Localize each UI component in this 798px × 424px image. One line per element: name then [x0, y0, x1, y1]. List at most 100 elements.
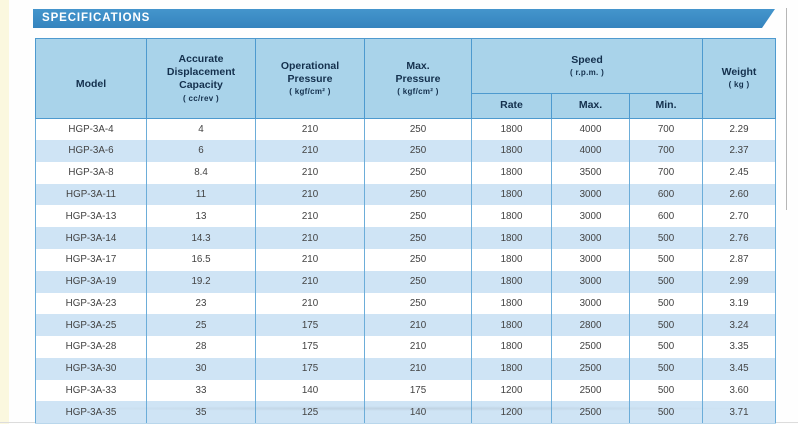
cell-op-pressure: 210	[255, 161, 365, 184]
cell-max: 3000	[551, 205, 630, 228]
column-header-operational-pressure: Operational Pressure ( kgf/cm² )	[255, 38, 365, 119]
table-row: HGP-3A-17 16.5 210 250 1800 3000 500 2.87	[35, 248, 777, 271]
cell-capacity: 14.3	[146, 227, 256, 249]
cell-max: 3000	[551, 227, 630, 249]
cell-max: 3000	[551, 270, 630, 293]
cell-weight: 3.19	[702, 292, 777, 315]
cell-max: 2500	[551, 401, 630, 424]
cell-max-pressure: 250	[364, 183, 472, 206]
cell-min: 500	[628, 292, 704, 315]
cell-min: 500	[628, 314, 704, 337]
cell-max-pressure: 250	[364, 292, 472, 315]
cell-min: 500	[628, 248, 704, 271]
column-header-speed-rate: Rate	[471, 92, 552, 119]
column-header-weight: Weight ( kg )	[702, 38, 777, 119]
cell-max-pressure: 210	[364, 314, 472, 337]
table-body: HGP-3A-4 4 210 250 1800 4000 700 2.29 HGP-3A-6 6 2…	[35, 118, 777, 424]
section-title: SPECIFICATIONS	[42, 12, 151, 24]
cell-weight: 2.45	[702, 161, 777, 184]
cell-model: HGP-3A-25	[35, 314, 147, 337]
cell-max: 3500	[551, 161, 630, 184]
max-pressure-unit: ( kgf/cm² )	[397, 86, 439, 96]
cell-max-pressure: 250	[364, 139, 472, 162]
cell-model: HGP-3A-30	[35, 357, 147, 380]
cell-min: 500	[628, 401, 704, 424]
table-row: HGP-3A-35 35 125 140 1200 2500 500 3.71	[35, 401, 777, 424]
cell-max: 3000	[551, 248, 630, 271]
cell-rate: 1200	[471, 401, 552, 424]
cell-min: 500	[628, 357, 704, 380]
cell-weight: 3.60	[702, 379, 777, 402]
capacity-unit: ( cc/rev )	[183, 93, 219, 103]
cell-rate: 1800	[471, 270, 552, 293]
cell-rate: 1800	[471, 314, 552, 337]
cell-op-pressure: 140	[255, 379, 365, 402]
table-row: HGP-3A-13 13 210 250 1800 3000 600 2.70	[35, 205, 777, 228]
cell-max: 4000	[551, 118, 630, 140]
cell-weight: 2.37	[702, 139, 777, 162]
cell-op-pressure: 125	[255, 401, 365, 424]
table-row: HGP-3A-4 4 210 250 1800 4000 700 2.29	[35, 118, 777, 140]
page-scan-line	[786, 8, 787, 210]
table-row: HGP-3A-11 11 210 250 1800 3000 600 2.60	[35, 183, 777, 206]
cell-max-pressure: 210	[364, 336, 472, 358]
cell-min: 700	[628, 161, 704, 184]
cell-weight: 2.76	[702, 227, 777, 249]
specifications-table: Model Accurate Displacement Capacity ( c…	[35, 38, 777, 424]
cell-rate: 1800	[471, 161, 552, 184]
cell-op-pressure: 210	[255, 118, 365, 140]
cell-capacity: 25	[146, 314, 256, 337]
cell-max: 2500	[551, 379, 630, 402]
cell-max-pressure: 250	[364, 227, 472, 249]
column-header-speed: Speed ( r.p.m. )	[470, 38, 704, 94]
cell-max: 2500	[551, 336, 630, 358]
cell-rate: 1800	[471, 357, 552, 380]
cell-capacity: 19.2	[146, 270, 256, 293]
cell-op-pressure: 210	[255, 183, 365, 206]
cell-max-pressure: 175	[364, 379, 472, 402]
cell-model: HGP-3A-11	[35, 183, 147, 206]
cell-model: HGP-3A-4	[35, 118, 147, 140]
column-header-speed-max: Max.	[551, 92, 630, 119]
cell-capacity: 11	[146, 183, 256, 206]
cell-max: 2800	[551, 314, 630, 337]
table-row: HGP-3A-28 28 175 210 1800 2500 500 3.35	[35, 336, 777, 358]
cell-rate: 1800	[471, 183, 552, 206]
cell-weight: 2.87	[702, 248, 777, 271]
cell-capacity: 4	[146, 118, 256, 140]
cell-min: 700	[628, 139, 704, 162]
table-drop-shadow	[45, 406, 765, 411]
cell-min: 500	[628, 379, 704, 402]
cell-capacity: 35	[146, 401, 256, 424]
cell-rate: 1800	[471, 205, 552, 228]
table-header: Model Accurate Displacement Capacity ( c…	[35, 38, 777, 119]
cell-op-pressure: 175	[255, 314, 365, 337]
cell-weight: 3.45	[702, 357, 777, 380]
column-header-max-pressure: Max. Pressure ( kgf/cm² )	[364, 38, 472, 119]
table-row: HGP-3A-8 8.4 210 250 1800 3500 700 2.45	[35, 161, 777, 184]
cell-min: 500	[628, 336, 704, 358]
speed-unit: ( r.p.m. )	[569, 68, 605, 78]
cell-weight: 3.71	[702, 401, 777, 424]
cell-capacity: 16.5	[146, 248, 256, 271]
cell-rate: 1800	[471, 227, 552, 249]
page-edge-strip	[0, 0, 9, 424]
cell-min: 600	[628, 205, 704, 228]
column-header-speed-min: Min.	[628, 92, 704, 119]
table-row: HGP-3A-30 30 175 210 1800 2500 500 3.45	[35, 357, 777, 380]
cell-op-pressure: 210	[255, 270, 365, 293]
cell-max: 3000	[551, 183, 630, 206]
cell-rate: 1800	[471, 292, 552, 315]
cell-weight: 3.35	[702, 336, 777, 358]
cell-capacity: 6	[146, 139, 256, 162]
weight-unit: ( kg )	[728, 80, 750, 90]
cell-capacity: 8.4	[146, 161, 256, 184]
cell-op-pressure: 210	[255, 292, 365, 315]
cell-max-pressure: 250	[364, 161, 472, 184]
cell-op-pressure: 210	[255, 227, 365, 249]
cell-min: 500	[628, 270, 704, 293]
cell-op-pressure: 210	[255, 248, 365, 271]
table-row: HGP-3A-6 6 210 250 1800 4000 700 2.37	[35, 139, 777, 162]
cell-min: 500	[628, 227, 704, 249]
cell-capacity: 33	[146, 379, 256, 402]
